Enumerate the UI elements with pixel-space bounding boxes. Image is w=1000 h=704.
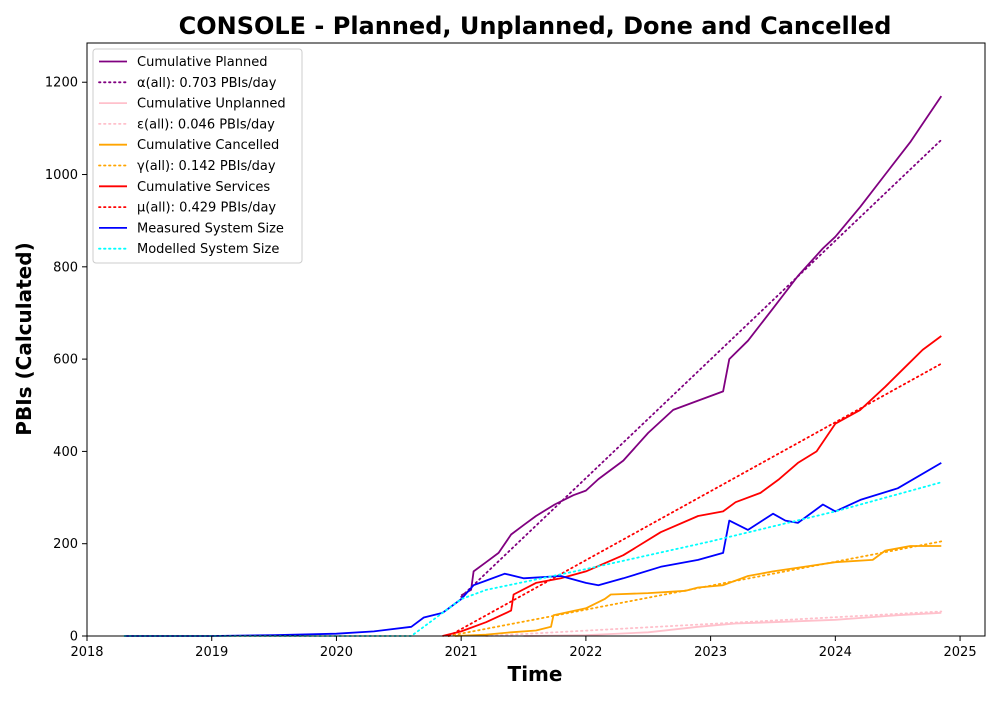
series-line-cumulative-unplanned <box>523 612 942 637</box>
y-tick-label: 1200 <box>45 76 78 91</box>
legend-label-cumulative-planned: Cumulative Planned <box>137 55 267 70</box>
x-tick-label: 2023 <box>694 645 727 660</box>
y-tick-label: 600 <box>53 353 78 368</box>
legend-label-cumulative-unplanned: Cumulative Unplanned <box>137 97 286 112</box>
x-tick-label: 2018 <box>70 645 103 660</box>
legend: Cumulative Planned α(all): 0.703 PBIs/day… <box>92 48 303 264</box>
series-line-cumulative-planned <box>460 95 943 597</box>
legend-label-cumulative-services: Cumulative Services <box>137 180 270 195</box>
chart-title: CONSOLE - Planned, Unplanned, Done and C… <box>179 12 892 40</box>
legend-label-measured-system-size: Measured System Size <box>137 221 284 236</box>
legend-label-all-0-429-pbis-day: μ(all): 0.429 PBIs/day <box>137 201 276 216</box>
legend-label-cumulative-cancelled: Cumulative Cancelled <box>137 138 279 153</box>
legend-box <box>92 48 303 264</box>
series-line-all-0-429-pbis-day <box>447 362 943 637</box>
series-line-all-0-046-pbis-day <box>485 610 943 637</box>
series-line-all-0-142-pbis-day <box>447 540 943 637</box>
x-tick-label: 2022 <box>569 645 602 660</box>
x-tick-label: 2020 <box>320 645 353 660</box>
legend-label-all-0-142-pbis-day: γ(all): 0.142 PBIs/day <box>137 159 276 174</box>
legend-label-all-0-046-pbis-day: ε(all): 0.046 PBIs/day <box>137 117 275 132</box>
x-axis-label: Time <box>508 662 563 686</box>
y-tick-label: 0 <box>70 630 78 645</box>
y-tick-label: 200 <box>53 537 78 552</box>
series-line-measured-system-size <box>124 462 942 637</box>
legend-label-all-0-703-pbis-day: α(all): 0.703 PBIs/day <box>137 76 277 91</box>
y-tick-label: 1000 <box>45 168 78 183</box>
axis-ticks: 2018 2019 2020 2021 2022 2023 2024 2025 0 200 400 6… <box>45 76 977 660</box>
plot-frame <box>86 42 986 637</box>
x-tick-label: 2024 <box>819 645 852 660</box>
y-axis-label: PBIs (Calculated) <box>12 242 36 435</box>
x-tick-label: 2019 <box>195 645 228 660</box>
legend-label-modelled-system-size: Modelled System Size <box>137 242 279 257</box>
x-tick-label: 2021 <box>445 645 478 660</box>
series-line-all-0-703-pbis-day <box>460 138 943 598</box>
series-line-modelled-system-size <box>123 481 943 637</box>
series-line-cumulative-services <box>442 335 942 637</box>
y-tick-label: 800 <box>53 260 78 275</box>
plot-area <box>123 95 943 637</box>
x-tick-label: 2025 <box>944 645 977 660</box>
y-tick-label: 400 <box>53 445 78 460</box>
